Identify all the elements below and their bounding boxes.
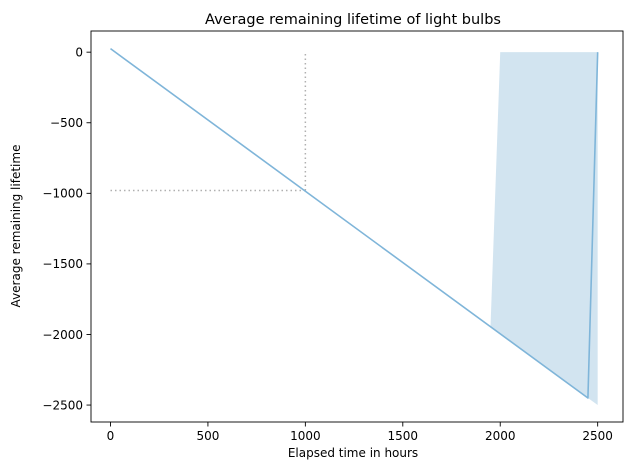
y-tick-label: −2000 — [42, 328, 83, 342]
x-tick-label: 2000 — [485, 429, 516, 443]
plot-frame — [90, 30, 624, 423]
confidence-band — [490, 52, 598, 406]
y-tick-label: −500 — [50, 116, 83, 130]
y-axis-label: Average remaining lifetime — [9, 145, 23, 308]
x-tick-label: 500 — [196, 429, 219, 443]
chart-title: Average remaining lifetime of light bulb… — [205, 12, 501, 28]
y-tick-label: −1000 — [42, 187, 83, 201]
y-tick-label: −2500 — [42, 398, 83, 412]
plot-area — [110, 47, 599, 406]
x-axis: 0 500 1000 1500 2000 2500 — [107, 422, 613, 443]
x-tick-label: 0 — [107, 429, 115, 443]
x-tick-label: 2500 — [582, 429, 613, 443]
series-line-0 — [110, 47, 599, 399]
y-tick-label: −1500 — [42, 257, 83, 271]
x-tick-label: 1500 — [388, 429, 419, 443]
y-axis: 0 −500 −1000 −1500 −2000 −2500 — [42, 45, 91, 412]
y-tick-label: 0 — [75, 45, 83, 59]
x-axis-label: Elapsed time in hours — [288, 446, 418, 460]
x-tick-label: 1000 — [290, 429, 321, 443]
